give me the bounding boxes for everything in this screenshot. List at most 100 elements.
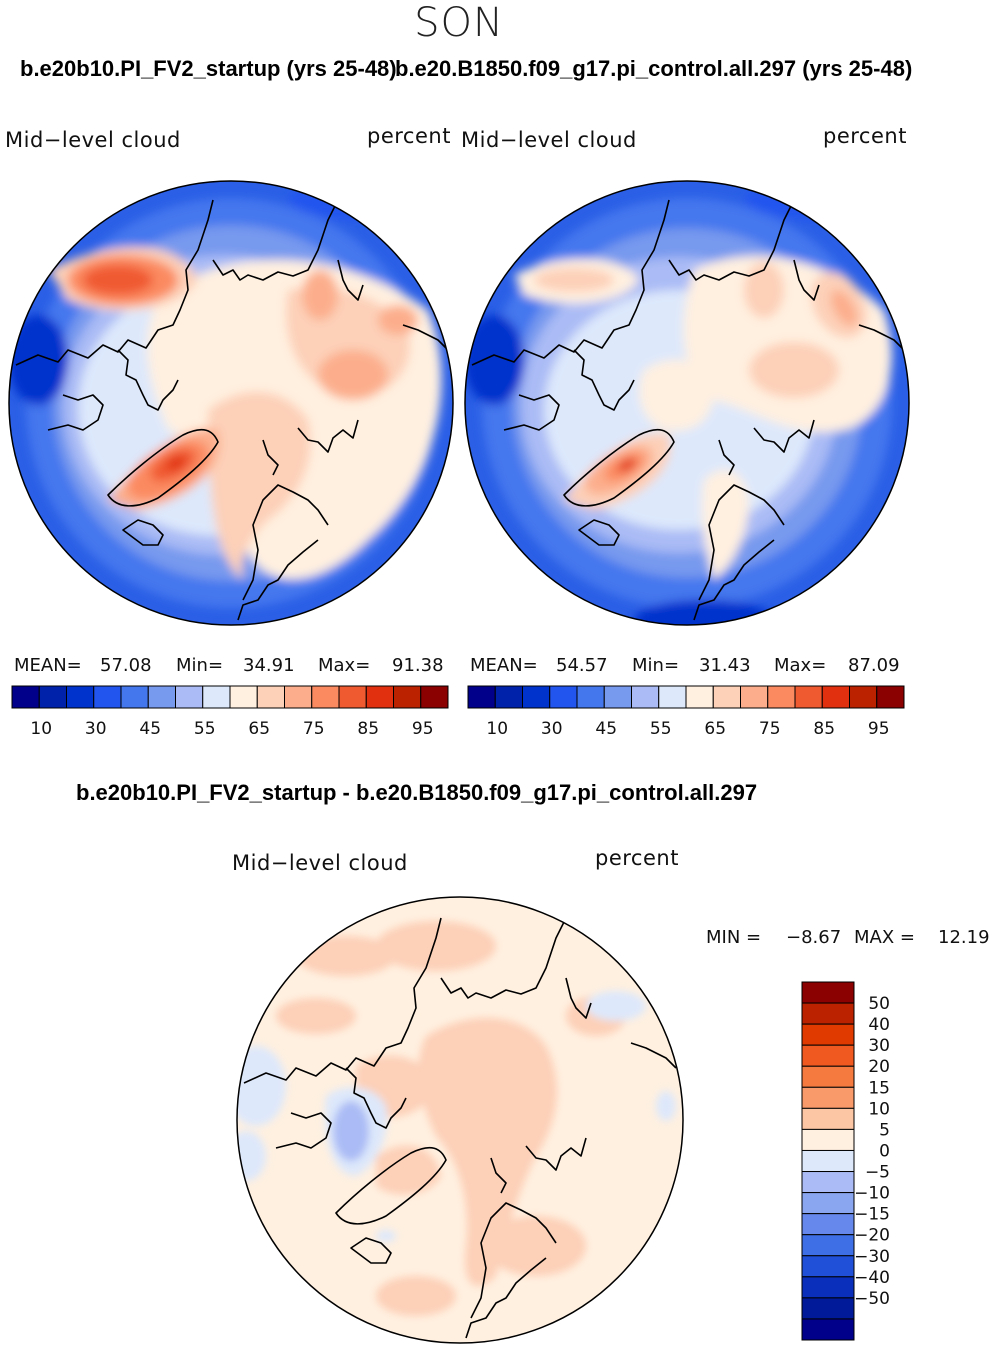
diff-colorbar-tick-label: 10: [868, 1099, 890, 1119]
right-colorbar-swatch: [658, 685, 687, 709]
right-colorbar-tick-label: 30: [541, 719, 563, 739]
diff-colorbar-swatch: [801, 1044, 855, 1067]
right-colorbar-tick-label: 85: [813, 719, 835, 739]
right-colorbar-swatch: [576, 685, 605, 709]
diff-colorbar-swatch: [801, 1255, 855, 1278]
diff-colorbar-tick-label: −20: [854, 1226, 890, 1246]
right-colorbar-swatch: [603, 685, 632, 709]
diff-colorbar-swatch: [801, 1065, 855, 1088]
diff-units-label: percent: [595, 846, 679, 870]
left-colorbar-tick-label: 55: [194, 719, 216, 739]
diff-colorbar-tick-label: 20: [868, 1057, 890, 1077]
left-max-label: Max=: [318, 655, 371, 676]
diff-colorbar-swatch: [801, 1318, 855, 1341]
right-colorbar-swatch: [876, 685, 905, 709]
diff-colorbar-swatch: [801, 1107, 855, 1130]
diff-colorbar-swatch: [801, 1192, 855, 1215]
left-colorbar-swatch: [420, 685, 449, 709]
diff-colorbar-tick-label: 50: [868, 994, 890, 1014]
right-max-label: Max=: [774, 655, 827, 676]
right-colorbar-swatch: [685, 685, 714, 709]
left-colorbar-swatch: [202, 685, 231, 709]
diff-colorbar-swatch: [801, 981, 855, 1004]
diff-colorbar-swatch: [801, 1086, 855, 1109]
diff-colorbar-swatch: [801, 1213, 855, 1236]
left-colorbar-tick-label: 85: [357, 719, 379, 739]
right-variable-label: Mid−level cloud: [461, 128, 637, 152]
left-mean-label: MEAN=: [14, 655, 82, 676]
right-colorbar-swatch: [467, 685, 496, 709]
right-mean-label: MEAN=: [470, 655, 538, 676]
left-colorbar-swatch: [229, 685, 258, 709]
left-min-label: Min=: [176, 655, 224, 676]
diff-colorbar-swatch: [801, 1002, 855, 1025]
left-colorbar: 10 30 45 55 65 75 85 95: [11, 685, 449, 739]
right-colorbar: 10 30 45 55 65 75 85 95: [467, 685, 905, 739]
right-mean-value: 54.57: [556, 655, 608, 676]
left-colorbar-swatch: [175, 685, 204, 709]
right-min-label: Min=: [632, 655, 680, 676]
diff-colorbar-tick-label: 15: [868, 1078, 890, 1098]
left-colorbar-swatch: [11, 685, 40, 709]
right-colorbar-swatch: [494, 685, 523, 709]
right-colorbar-swatch: [821, 685, 850, 709]
right-colorbar-tick-label: 95: [868, 719, 890, 739]
right-colorbar-swatch: [631, 685, 660, 709]
right-colorbar-tick-label: 75: [759, 719, 781, 739]
left-colorbar-swatch: [256, 685, 285, 709]
right-colorbar-tick-label: 55: [650, 719, 672, 739]
left-colorbar-swatch: [365, 685, 394, 709]
diff-colorbar-tick-label: −15: [854, 1205, 890, 1225]
left-colorbar-swatch: [38, 685, 67, 709]
right-colorbar-swatch: [712, 685, 741, 709]
diff-colorbar-swatch: [801, 1171, 855, 1194]
diff-min-value: −8.67: [786, 927, 842, 948]
diff-colorbar-tick-label: 5: [879, 1120, 890, 1140]
left-units-label: percent: [367, 124, 451, 148]
left-case-title: b.e20b10.PI_FV2_startup (yrs 25-48): [20, 56, 397, 81]
diff-colorbar-tick-label: 0: [879, 1141, 890, 1161]
diff-colorbar-tick-label: −30: [854, 1247, 890, 1267]
right-colorbar-swatch: [549, 685, 578, 709]
left-colorbar-tick-label: 45: [139, 719, 161, 739]
diff-colorbar-tick-label: −50: [854, 1289, 890, 1309]
left-colorbar-tick-label: 75: [303, 719, 325, 739]
left-min-value: 34.91: [243, 655, 295, 676]
diff-colorbar-swatch: [801, 1297, 855, 1320]
right-colorbar-swatch: [740, 685, 769, 709]
right-units-label: percent: [823, 124, 907, 148]
diff-colorbar-swatch: [801, 1023, 855, 1046]
right-colorbar-tick-label: 45: [595, 719, 617, 739]
left-colorbar-swatch: [338, 685, 367, 709]
left-colorbar-tick-label: 30: [85, 719, 107, 739]
right-colorbar-swatch: [794, 685, 823, 709]
left-colorbar-swatch: [311, 685, 340, 709]
right-case-title: b.e20.B1850.f09_g17.pi_control.all.297 (…: [395, 56, 913, 81]
left-colorbar-swatch: [120, 685, 149, 709]
diff-colorbar-tick-label: −10: [854, 1184, 890, 1204]
diff-polar-map: [236, 896, 684, 1344]
diff-colorbar-swatch: [801, 1234, 855, 1257]
diff-colorbar-tick-label: 40: [868, 1015, 890, 1035]
right-min-value: 31.43: [699, 655, 751, 676]
right-colorbar-swatch: [522, 685, 551, 709]
left-mean-value: 57.08: [100, 655, 152, 676]
left-colorbar-tick-label: 95: [412, 719, 434, 739]
right-polar-map: [464, 180, 910, 626]
left-colorbar-tick-label: 65: [248, 719, 270, 739]
right-colorbar-tick-label: 65: [704, 719, 726, 739]
left-max-value: 91.38: [392, 655, 444, 676]
diff-colorbar-tick-label: −5: [865, 1163, 890, 1183]
left-colorbar-swatch: [93, 685, 122, 709]
season-title: SON: [414, 0, 504, 46]
left-colorbar-swatch: [66, 685, 95, 709]
right-colorbar-swatch: [849, 685, 878, 709]
right-colorbar-swatch: [767, 685, 796, 709]
diff-colorbar-tick-label: −40: [854, 1268, 890, 1288]
diff-max-value: 12.19: [938, 927, 990, 948]
diff-colorbar-tick-label: 30: [868, 1036, 890, 1056]
diff-colorbar-swatch: [801, 1276, 855, 1299]
right-max-value: 87.09: [848, 655, 900, 676]
